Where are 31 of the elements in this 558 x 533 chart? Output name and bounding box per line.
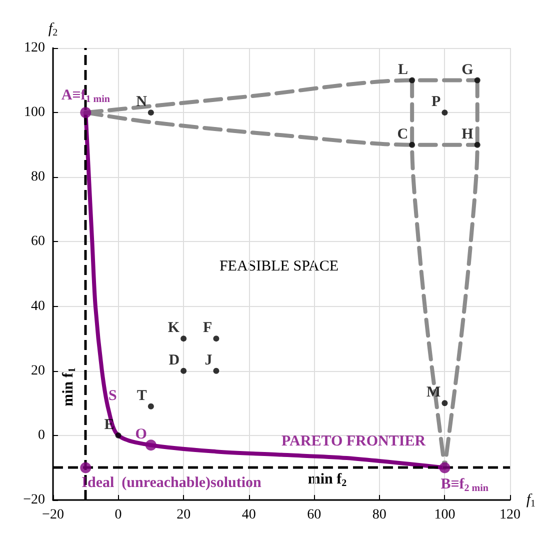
x-tick-label: −20 (42, 508, 64, 522)
annotation: D (168, 352, 180, 368)
x-tick-label: 120 (500, 508, 520, 522)
y-tick-label: 0 (38, 428, 45, 443)
annotation: G (462, 62, 474, 78)
annotation: T (136, 388, 147, 404)
annotation: S (108, 388, 117, 404)
annotation: J (204, 352, 213, 368)
x-tick-label: 20 (176, 508, 191, 522)
annotation: FEASIBLE SPACE (219, 258, 339, 274)
x-tick-label: 60 (307, 508, 322, 522)
x-tick-label: 80 (372, 508, 386, 522)
annotation: Ideal (unreachable)solution (82, 475, 262, 492)
annotation: O (135, 426, 147, 443)
y-tick-label: 20 (31, 363, 45, 378)
annotation: K (168, 320, 180, 336)
annotation: F (203, 320, 212, 336)
y-tick-label: 100 (24, 105, 45, 120)
annotation: L (398, 62, 408, 78)
annotation: P (432, 94, 441, 110)
x-tick-label: 100 (434, 508, 456, 522)
x-tick-label: 0 (114, 508, 122, 522)
annotation: PARETO FRONTIER (282, 433, 426, 450)
y-tick-label: 120 (24, 40, 45, 56)
x-tick-label: 40 (242, 508, 256, 522)
y-tick-label: 80 (31, 170, 45, 185)
y-tick-label: 60 (31, 234, 45, 250)
annotation: H (462, 126, 474, 142)
annotation: C (397, 126, 408, 142)
y-tick-label: −20 (23, 492, 45, 508)
y-tick-label: 40 (31, 298, 45, 314)
